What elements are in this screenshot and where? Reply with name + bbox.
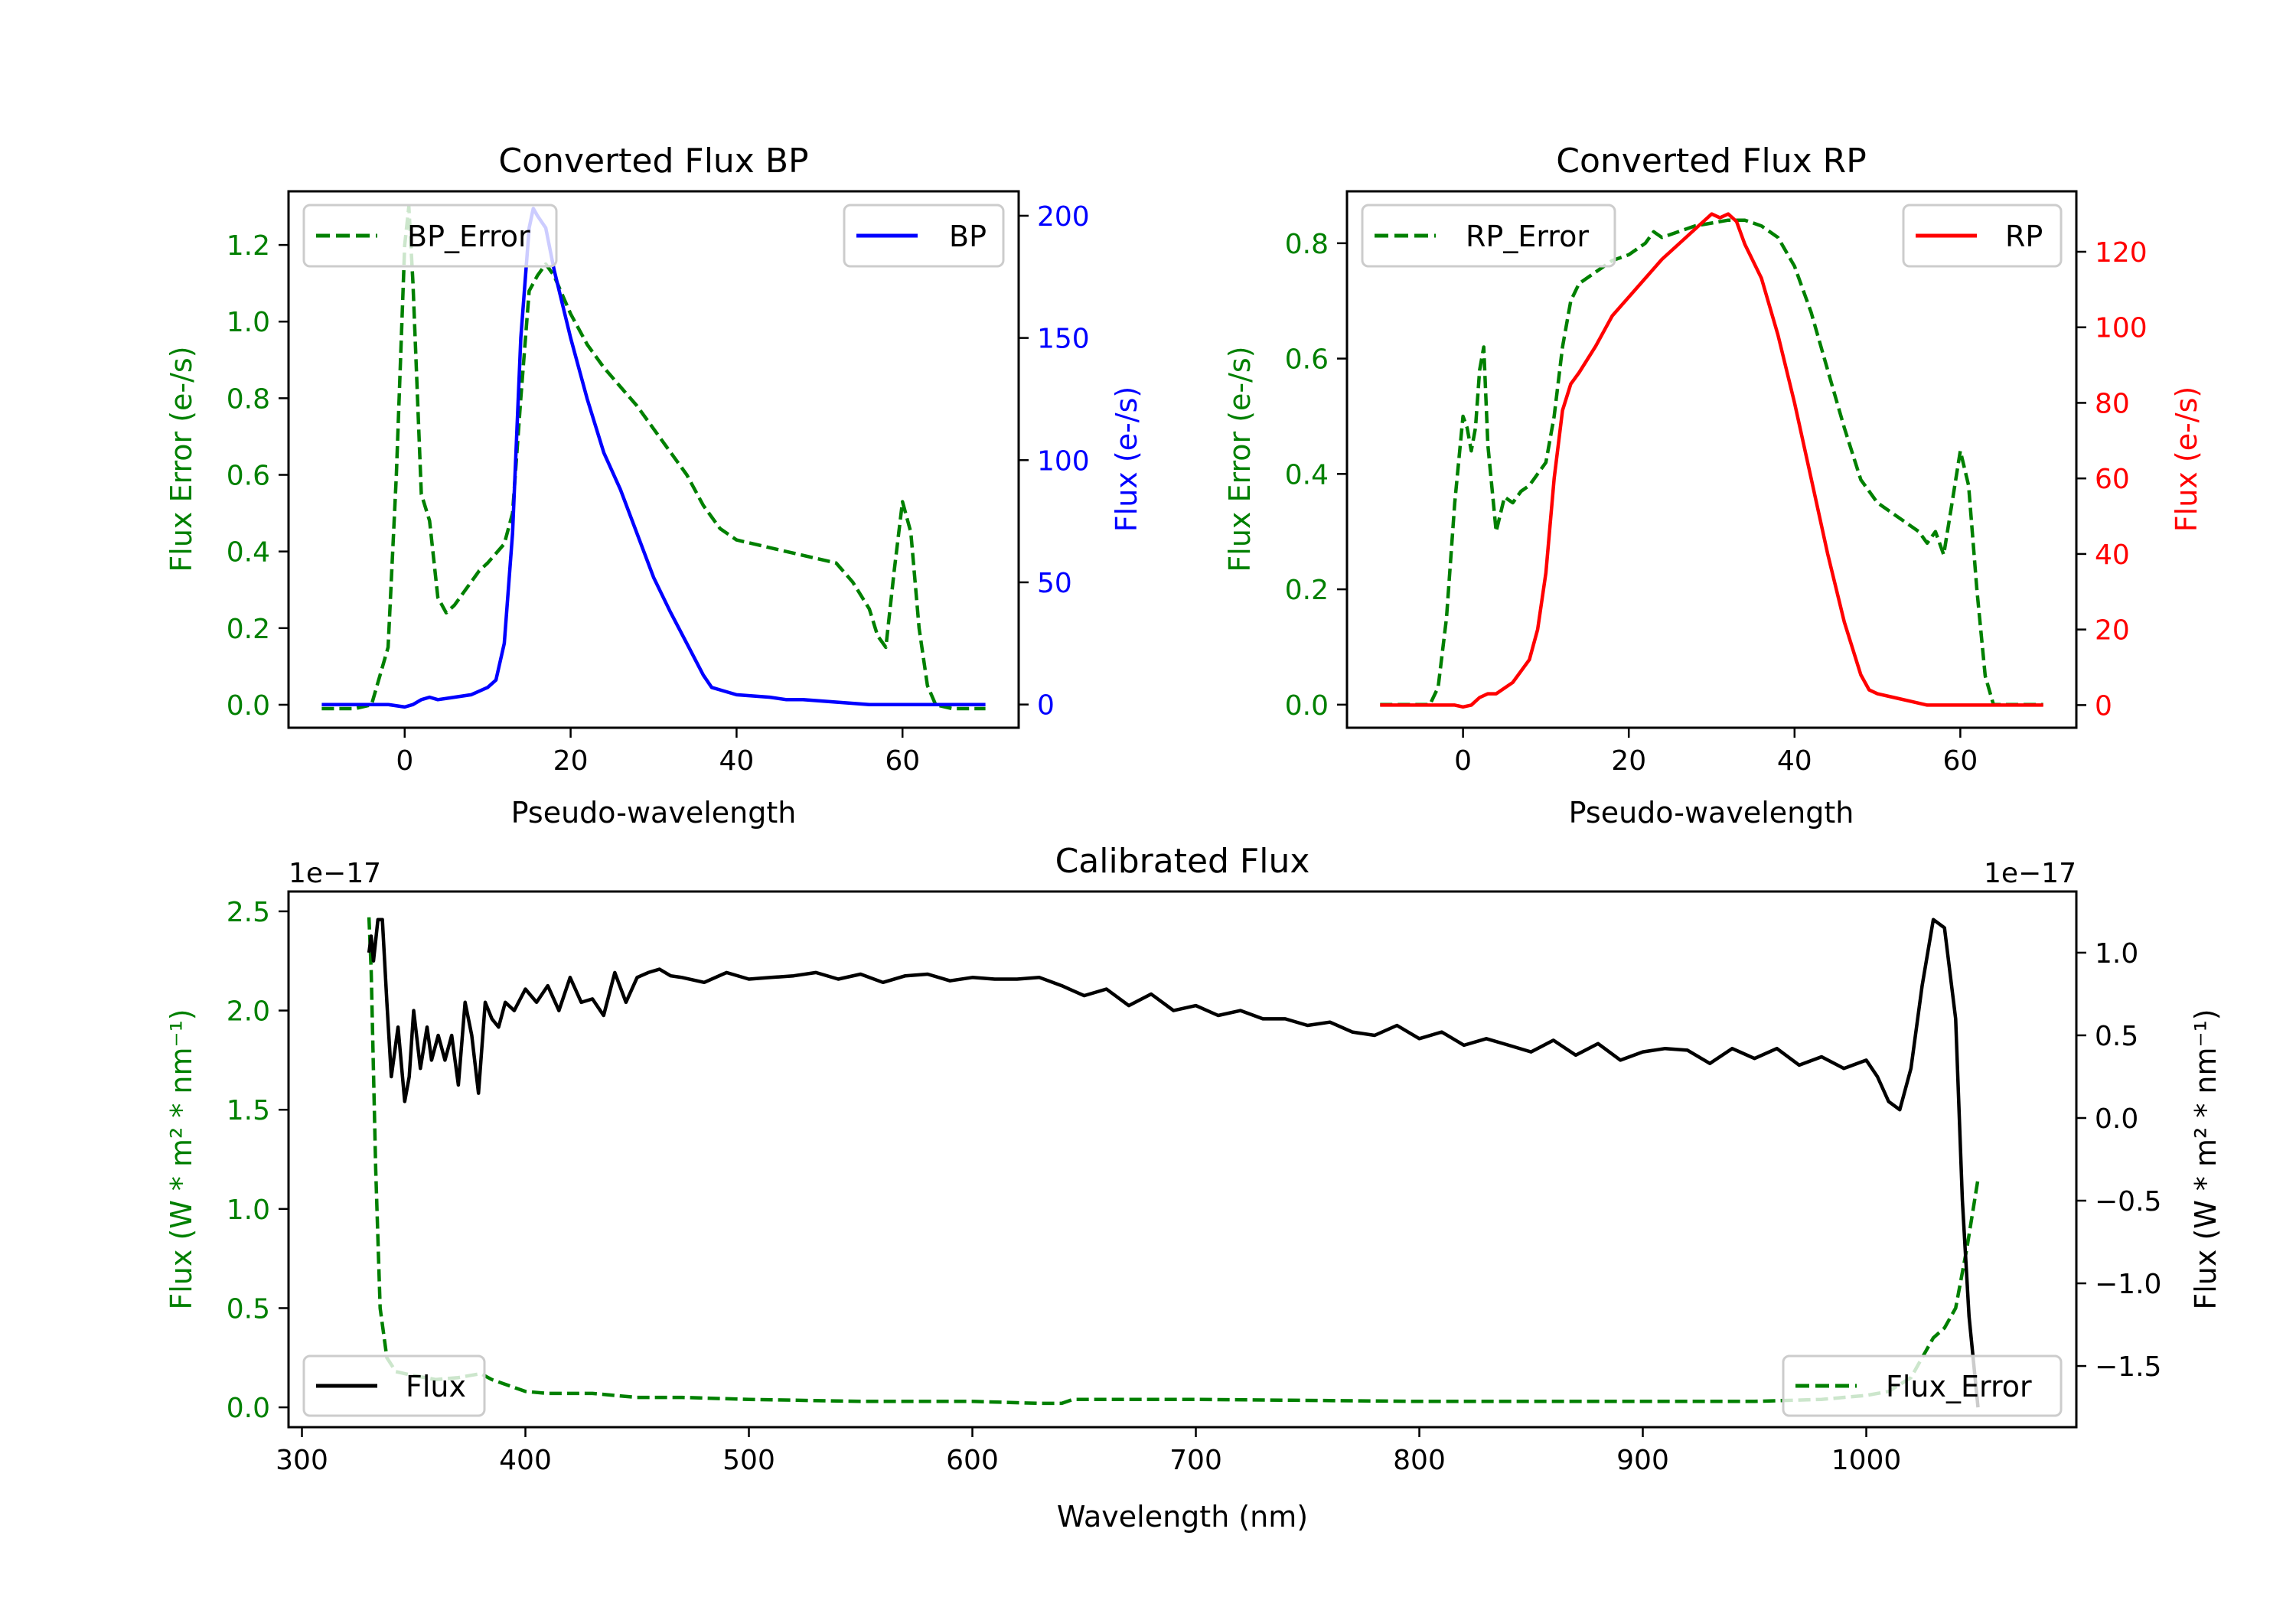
legend-box [1782,1354,2063,1417]
legend-box [302,1354,486,1417]
x-tick-label: 1000 [1831,1445,1902,1476]
y-tick-right-label: 50 [1037,568,1072,599]
legend-right: Flux_Error [1782,1354,2063,1417]
legend-right: RP [1902,204,2063,268]
axes-frame [1345,190,2078,729]
legend-box [843,204,1005,268]
x-tick-label: 40 [1777,745,1812,777]
y-tick-right-label: 120 [2095,237,2148,269]
y-tick-left-label: 0.0 [1285,690,1329,722]
y-tick-left-label: 0.2 [227,614,270,645]
y-tick-left-label: 1.0 [227,1195,270,1226]
y-tick-right-label: 0 [2095,690,2112,722]
series-line-bp [321,207,986,709]
y-tick-left-label: 0.6 [1285,344,1329,376]
y-tick-right-label: 20 [2095,615,2130,647]
legend-box [1902,204,2063,268]
legend-label: RP [2005,220,2043,253]
y-tick-right-label: 80 [2095,388,2130,419]
series-line-rp-error [1380,218,2043,707]
y-tick-left-label: 0.0 [227,690,270,722]
y-axis-right-label: Flux (W * m² * nm⁻¹) [2189,1009,2223,1309]
y-tick-right-label: 200 [1037,201,1090,233]
panel-rp: Converted Flux RP Pseudo-wavelength Flux… [1223,142,2203,830]
y-tick-right-label: 150 [1037,324,1090,355]
x-tick-label: 400 [499,1445,552,1476]
series-line-flux [367,918,1980,1408]
y-axis-right-offset: 1e−17 [1984,858,2076,889]
x-tick-label: 60 [885,745,920,777]
legend-left: BP_Error [302,204,558,268]
x-tick-label: 700 [1169,1445,1222,1476]
x-tick-label: 20 [1611,745,1646,777]
y-axis-left-label: Flux Error (e-/s) [165,346,198,572]
x-tick-label: 600 [946,1445,999,1476]
x-tick-label: 0 [1454,745,1472,777]
panel-title: Calibrated Flux [1055,842,1310,881]
y-tick-left-label: 1.5 [227,1095,270,1126]
y-tick-right-label: 40 [2095,539,2130,571]
y-tick-left-label: 0.4 [227,537,270,569]
y-tick-right-label: 100 [1037,445,1090,477]
y-axis-left-label: Flux Error (e-/s) [1223,346,1257,572]
y-axis-right-label: Flux (e-/s) [1110,386,1143,532]
x-tick-label: 0 [396,745,413,777]
y-tick-left-label: 0.6 [227,461,270,492]
y-tick-left-label: 0.4 [1285,459,1329,491]
x-tick-label: 900 [1616,1445,1669,1476]
x-axis-label: Wavelength (nm) [1057,1500,1308,1534]
y-tick-right-label: −1.0 [2095,1269,2161,1300]
legend-label: Flux [406,1370,466,1403]
legend-left: RP_Error [1361,204,1616,268]
legend-box [1361,204,1616,268]
y-tick-right-label: 60 [2095,464,2130,495]
y-tick-right-label: 100 [2095,313,2148,344]
legend-label: Flux_Error [1886,1370,2032,1403]
plot-area: 0 20 40 60 0.0 0.2 0.4 0.6 0.8 0 20 40 60 80 100 120 [1285,212,2148,777]
x-axis-label: Pseudo-wavelength [1569,796,1854,830]
panel-title: Converted Flux BP [498,142,808,181]
series-line-rp [1380,212,2043,709]
y-tick-right-label: 0.5 [2095,1021,2138,1052]
legend-label: BP_Error [407,220,530,253]
x-axis-label: Pseudo-wavelength [511,796,797,830]
y-axis-left-offset: 1e−17 [289,858,381,889]
x-tick-label: 300 [276,1445,328,1476]
y-tick-right-label: 0 [1037,690,1055,722]
legend-label: RP_Error [1466,220,1589,253]
series-line-bp-error [321,204,986,711]
y-tick-right-label: −0.5 [2095,1186,2161,1217]
y-axis-right-label: Flux (e-/s) [2170,386,2203,532]
y-tick-left-label: 2.5 [227,897,270,928]
panel-title: Converted Flux RP [1556,142,1867,181]
y-tick-left-label: 0.8 [1285,229,1329,260]
y-tick-left-label: 1.0 [227,307,270,338]
y-tick-right-label: −1.5 [2095,1351,2161,1383]
legend-label: BP [949,220,987,253]
legend-left: Flux [302,1354,486,1417]
y-tick-left-label: 0.5 [227,1293,270,1325]
panel-bp: Converted Flux BP Pseudo-wavelength Flux… [165,142,1143,830]
y-tick-right-label: 1.0 [2095,938,2138,970]
x-tick-label: 40 [719,745,755,777]
legend-box [302,204,558,268]
y-tick-left-label: 1.2 [227,230,270,262]
y-tick-right-label: 0.0 [2095,1103,2138,1135]
y-tick-left-label: 2.0 [227,996,270,1028]
x-tick-label: 800 [1393,1445,1446,1476]
y-tick-left-label: 0.0 [227,1393,270,1424]
y-tick-left-label: 0.8 [227,383,270,415]
plot-area: 0 20 40 60 0.0 0.2 0.4 0.6 0.8 1.0 1.2 0 50 100 150 200 [227,201,1090,777]
axes-frame [287,190,1020,729]
y-axis-left-label: Flux (W * m² * nm⁻¹) [165,1009,198,1309]
x-tick-label: 500 [722,1445,775,1476]
panel-calibrated: Calibrated Flux 1e−17 1e−17 Wavelength (… [165,842,2223,1534]
x-tick-label: 60 [1942,745,1978,777]
x-tick-label: 20 [553,745,589,777]
y-tick-left-label: 0.2 [1285,575,1329,606]
legend-right: BP [843,204,1005,268]
axes-frame [287,890,2078,1429]
